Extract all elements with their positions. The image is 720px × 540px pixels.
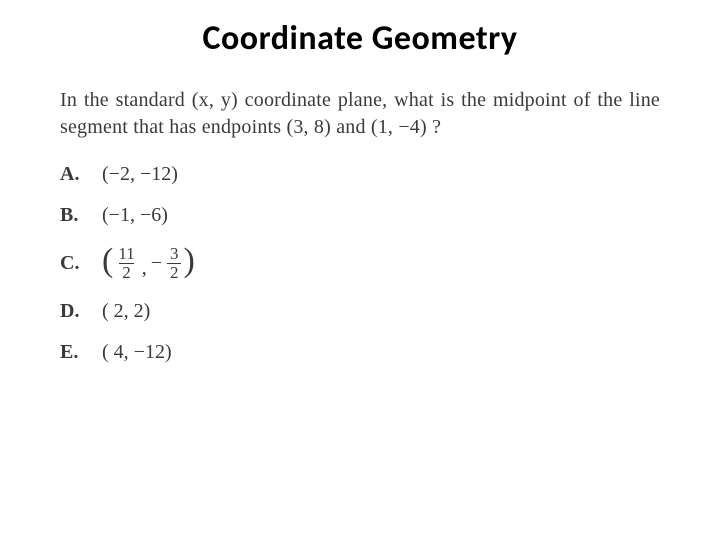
slide-page: Coordinate Geometry In the standard (x, … [0,0,720,540]
answer-choices: A. (−2, −12) B. (−1, −6) C. ( 11 2 , − 3 [60,163,660,364]
fraction-1-denominator: 2 [119,263,134,282]
fraction-2-denominator: 2 [167,263,182,282]
question-text: In the standard (x, y) coordinate plane,… [60,87,660,141]
choice-b-value: (−1, −6) [102,204,168,227]
comma-separator: , [142,258,147,282]
choice-d: D. ( 2, 2) [60,300,660,323]
choice-d-label: D. [60,300,102,323]
choice-a: A. (−2, −12) [60,163,660,186]
fraction-2-group: − 3 2 [151,245,184,282]
fraction-2-numerator: 3 [167,245,182,263]
choice-c: C. ( 11 2 , − 3 2 ) [60,245,660,282]
minus-sign-icon: − [151,253,162,273]
choice-b: B. (−1, −6) [60,204,660,227]
choice-e: E. ( 4, −12) [60,341,660,364]
choice-e-value: ( 4, −12) [102,341,172,364]
choice-b-label: B. [60,204,102,227]
fraction-1: 11 2 [115,245,137,282]
choice-c-value: ( 11 2 , − 3 2 ) [102,245,195,282]
right-paren-icon: ) [183,244,194,278]
fraction-1-numerator: 11 [115,245,137,263]
choice-a-label: A. [60,163,102,186]
left-paren-icon: ( [102,244,113,278]
fraction-2: 3 2 [167,245,182,282]
choice-c-label: C. [60,252,102,275]
choice-d-value: ( 2, 2) [102,300,150,323]
choice-e-label: E. [60,341,102,364]
choice-a-value: (−2, −12) [102,163,178,186]
page-title: Coordinate Geometry [60,18,660,59]
